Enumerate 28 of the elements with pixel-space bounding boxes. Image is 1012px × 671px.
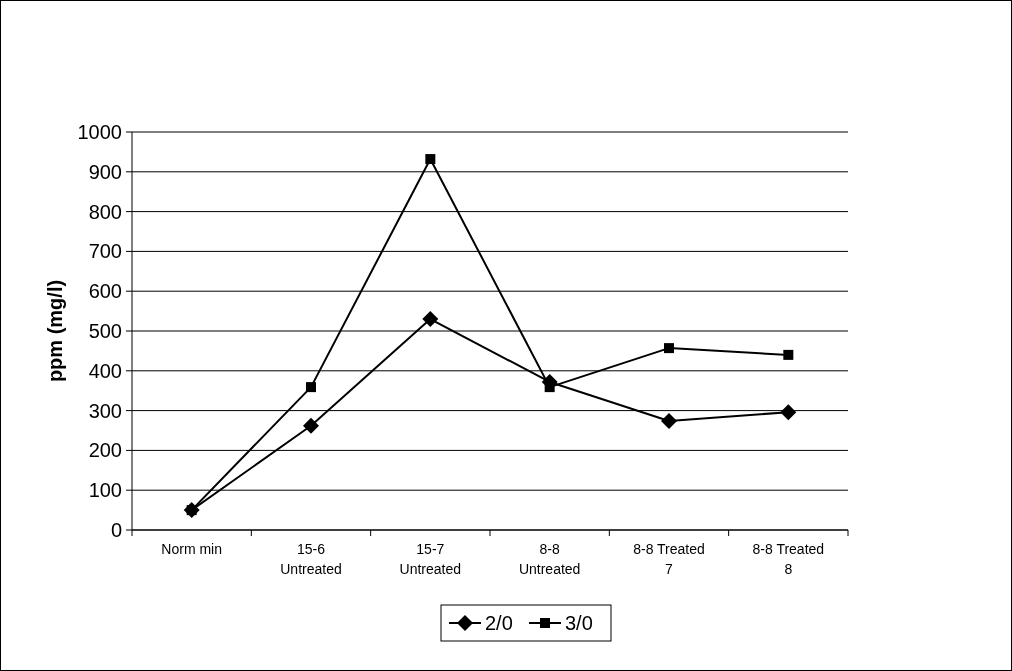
x-tick-label: 8-8 Treated 7: [633, 541, 705, 577]
y-tick-label: 800: [88, 200, 122, 223]
y-tick-label: 400: [88, 359, 122, 382]
point: [780, 404, 797, 421]
x-tick-label: Norm min: [161, 541, 222, 557]
point: [422, 311, 439, 328]
y-tick-label: 600: [88, 280, 122, 303]
y-axis-title: ppm (mg/l): [44, 279, 66, 383]
point: [306, 382, 316, 393]
point: [425, 154, 436, 165]
point: [783, 349, 794, 360]
y-tick-label: 500: [88, 320, 122, 342]
point: [303, 417, 319, 434]
x-tick-label: 8-8 Untreated: [518, 541, 581, 577]
legend-label: 3/0: [565, 612, 593, 634]
y-tick-label: 300: [88, 399, 122, 422]
y-tick-label: 1000: [77, 121, 122, 143]
point: [661, 412, 677, 429]
x-tick-label: 8-8 Treated 8: [752, 541, 825, 577]
y-tick-label: 700: [88, 240, 122, 263]
x-tick-label: 15-7 Untreated: [399, 541, 462, 577]
y-tick-label: 900: [88, 160, 122, 183]
legend-label: 2/0: [485, 612, 513, 634]
y-tick-label: 200: [88, 439, 122, 462]
y-tick-label: 100: [88, 479, 122, 502]
point: [664, 343, 674, 354]
y-tick-label: 0: [110, 519, 122, 541]
x-tick-label: 15-6 Untreated: [280, 541, 342, 577]
